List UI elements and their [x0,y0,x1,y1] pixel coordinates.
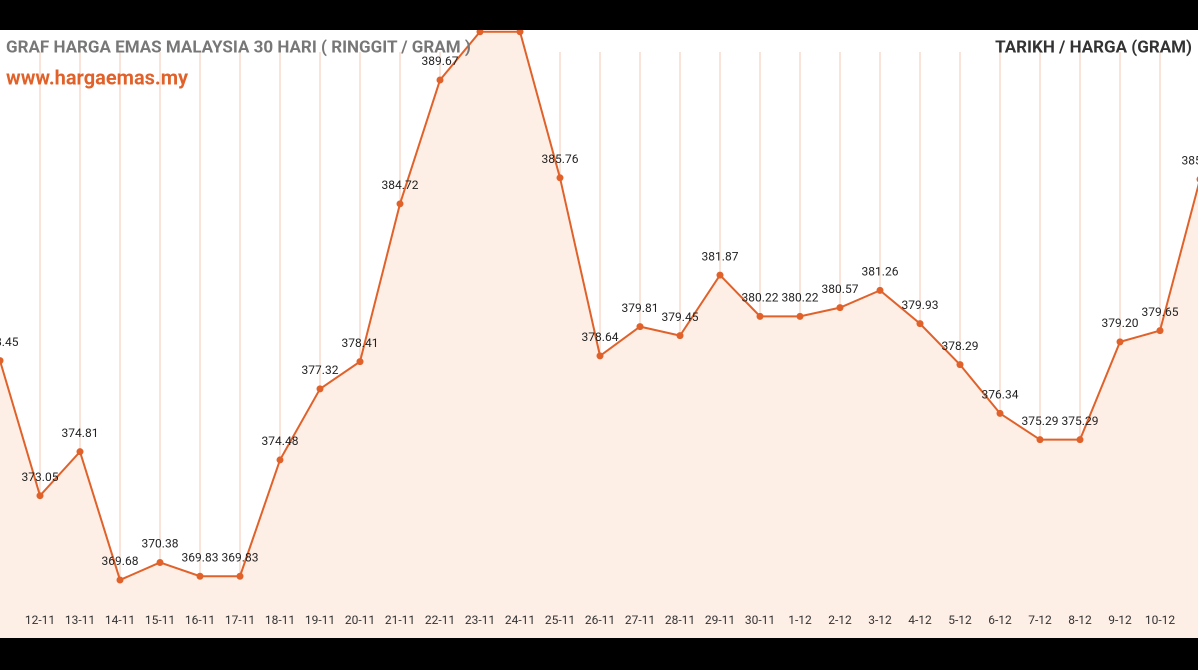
x-tick-label: 7-12 [1028,613,1052,627]
point [716,271,724,279]
point [156,558,164,566]
plot: 378.45373.05374.81369.68370.38369.83369.… [0,30,1198,638]
x-tick-label: 4-12 [908,613,932,627]
value-label: 375.29 [1022,414,1059,428]
point [796,312,804,320]
value-label: 379.93 [902,298,939,312]
x-tick-label: 23-11 [465,613,495,627]
legend-title: TARIKH / HARGA (GRAM) [995,37,1192,57]
x-tick-label: 25-11 [545,613,575,627]
chart-subtitle: www.hargaemas.my [6,65,189,89]
bottom-bar [0,638,1198,670]
point [116,576,124,584]
value-label: 376.34 [982,388,1019,402]
value-label: 369.83 [222,550,259,564]
x-tick-label: 15-11 [145,613,175,627]
value-label: 377.32 [302,363,339,377]
value-label: 369.83 [182,550,219,564]
point [836,304,844,312]
x-tick-label: 6-12 [988,613,1012,627]
point [276,456,284,464]
value-label: 380.57 [822,282,859,296]
value-label: 378.45 [0,335,19,349]
x-tick-label: 27-11 [625,613,655,627]
point [596,352,604,360]
point [756,312,764,320]
point [636,323,644,331]
point [36,492,44,500]
x-tick-label: 24-11 [505,613,535,627]
value-label: 384.72 [382,178,419,192]
x-tick-label: 17-11 [225,613,255,627]
point [1116,338,1124,346]
point [556,174,564,182]
x-tick-label: 2-12 [828,613,852,627]
point [876,286,884,294]
x-tick-label: 8-12 [1068,613,1092,627]
value-label: 378.41 [342,336,379,350]
x-tick-label: 22-11 [425,613,455,627]
value-label: 373.05 [22,470,59,484]
point [996,409,1004,417]
value-label: 389.67 [422,54,459,68]
value-label: 385.76 [542,152,579,166]
point [236,572,244,580]
point [196,572,204,580]
x-tick-label: 1-12 [788,613,812,627]
point [516,30,524,36]
value-label: 379.20 [1102,316,1139,330]
x-tick-label: 29-11 [705,613,735,627]
point [356,358,364,366]
value-label: 381.87 [702,249,739,263]
point [916,320,924,328]
x-tick-label: 3-12 [868,613,892,627]
value-label: 381.26 [862,265,899,279]
top-bar [0,0,1198,30]
value-label: 369.68 [102,554,139,568]
point [676,332,684,340]
x-tick-label: 5-12 [948,613,972,627]
x-tick-label: 20-11 [345,613,375,627]
point [1076,436,1084,444]
point [76,448,84,456]
value-label: 375.29 [1062,414,1099,428]
chart-title: GRAF HARGA EMAS MALAYSIA 30 HARI ( RINGG… [6,37,471,57]
value-label: 380.22 [782,291,819,305]
value-label: 379.65 [1142,305,1179,319]
point [476,30,484,36]
x-tick-label: 16-11 [185,613,215,627]
x-tick-label: 12-11 [25,613,55,627]
area [0,31,1198,638]
x-tick-label: 30-11 [745,613,775,627]
x-tick-label: 21-11 [385,613,415,627]
value-label: 378.29 [942,339,979,353]
value-label: 370.38 [142,537,179,551]
point [0,357,4,365]
x-tick-label: 13-11 [65,613,95,627]
value-label: 379.45 [662,310,699,324]
point [436,76,444,84]
x-tick-label: 18-11 [265,613,295,627]
x-tick-label: 10-12 [1145,613,1176,627]
value-label: 380.22 [742,291,779,305]
point [956,361,964,369]
point [1156,327,1164,335]
point [396,200,404,208]
value-label: 374.48 [262,434,299,448]
value-label: 374.81 [62,426,99,440]
value-label: 385.70 [1182,153,1198,167]
point [1036,436,1044,444]
x-tick-label: 28-11 [665,613,695,627]
x-tick-label: 26-11 [585,613,615,627]
x-tick-label: 14-11 [105,613,135,627]
x-tick-label: 9-12 [1108,613,1132,627]
value-label: 379.81 [622,301,659,315]
x-tick-label: 19-11 [305,613,335,627]
point [316,385,324,393]
value-label: 378.64 [582,330,619,344]
